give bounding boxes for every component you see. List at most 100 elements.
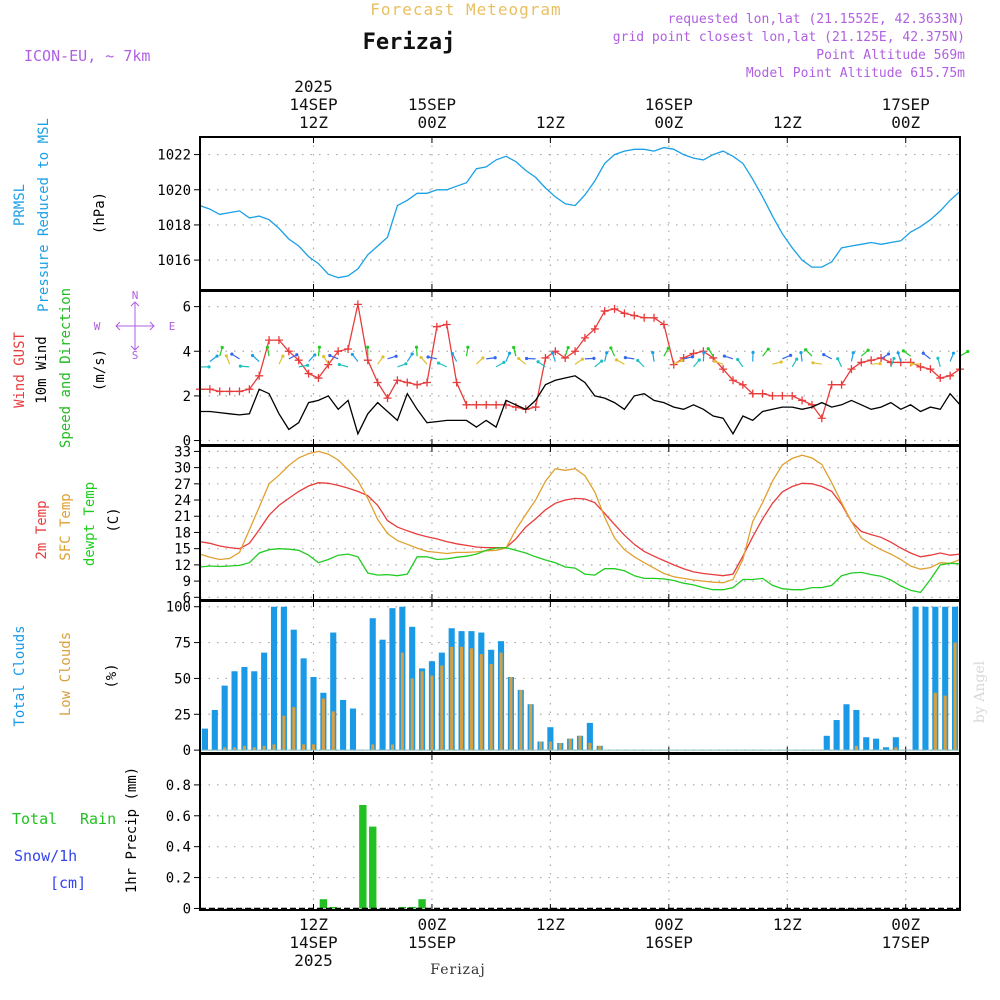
location-title: Ferizaj	[363, 30, 456, 55]
low-cloud-bar	[548, 741, 552, 751]
y-tick-label: 75	[174, 636, 191, 652]
low-cloud-bar	[953, 642, 957, 751]
precip-panel: 0 0.2 0.4 0.6 0.8	[166, 753, 961, 917]
y-tick-label: 1016	[157, 253, 191, 269]
sfc-temp-label: SFC Temp	[58, 493, 74, 560]
wind-arrow-head	[436, 361, 441, 365]
total-cloud-bar	[823, 735, 830, 751]
clouds-panel: 0 25 50 75 100	[166, 600, 961, 759]
y-tick-label: 1018	[157, 218, 191, 234]
wind-panel: 0 2 4 6	[183, 290, 970, 450]
prmsl-label: PRMSL	[12, 184, 28, 226]
panel-frame	[199, 753, 961, 911]
time-axis-label: 16SEP	[645, 95, 693, 114]
low-cloud-bar	[302, 744, 306, 751]
gust-marker	[640, 313, 649, 322]
wind-arrow-head	[697, 358, 701, 362]
gust-marker	[423, 378, 432, 387]
requested-coords: requested lon,lat (21.1552E, 42.3633N)	[668, 12, 965, 27]
low-cloud-bar	[233, 747, 237, 751]
wind-arrow-head	[804, 348, 808, 352]
gust-marker	[284, 347, 293, 356]
low-cloud-bar	[440, 665, 444, 751]
total-clouds-label: Total Clouds	[12, 625, 28, 726]
y-tick-label: 33	[174, 444, 191, 460]
gust-marker	[817, 414, 826, 423]
low-cloud-bar	[420, 671, 424, 751]
low-cloud-bar	[292, 707, 296, 751]
wind-arrow-head	[795, 357, 799, 361]
gust-label: Wind GUST	[12, 332, 28, 408]
gust-marker	[630, 311, 639, 320]
compass-e: E	[169, 320, 176, 333]
wind-arrow-head	[414, 345, 419, 349]
y-tick-label: 0	[183, 434, 191, 450]
grid-point-coords: grid point closest lon,lat (21.125E, 42.…	[613, 30, 965, 45]
rain-bar	[369, 826, 377, 909]
wind-arrow-head	[394, 354, 398, 358]
footer-location: Ferizaj	[430, 962, 485, 978]
wind-arrow-head	[736, 357, 740, 362]
rain-bar	[398, 906, 407, 909]
gust-marker	[235, 387, 244, 396]
gust-marker	[393, 376, 402, 385]
time-axis-label: 2025	[294, 77, 333, 96]
total-cloud-bar	[241, 666, 248, 751]
rain-bar	[329, 906, 337, 909]
y-tick-label: 0	[183, 901, 191, 917]
gust-marker	[571, 347, 580, 356]
c-unit-label: (C)	[106, 507, 122, 532]
gust-marker	[728, 376, 737, 385]
compass-n: N	[132, 289, 139, 302]
gust-marker	[531, 403, 540, 412]
y-tick-label: 30	[174, 461, 191, 477]
low-cloud-bar	[223, 747, 227, 751]
wind-arrow-head	[836, 357, 840, 361]
gust-marker	[403, 378, 412, 387]
total-cloud-bar	[270, 606, 278, 751]
wind-arrow-head	[751, 350, 755, 355]
wind-arrow-head	[623, 355, 627, 360]
gust-marker	[798, 396, 807, 405]
cm-unit-label: [cm]	[50, 874, 86, 892]
low-cloud-bar	[854, 745, 858, 751]
wind-arrow-head	[580, 357, 585, 361]
gust-marker	[620, 309, 629, 318]
wind-arrow-head	[512, 345, 516, 350]
temp2m-label: 2m Temp	[34, 500, 50, 559]
low-cloud-bar	[479, 654, 483, 751]
time-axis-label: 16SEP	[645, 933, 693, 952]
gust-marker	[492, 400, 501, 409]
gust-marker	[857, 358, 866, 367]
gust-marker	[373, 378, 382, 387]
total-cloud-bar	[873, 738, 880, 751]
time-axis-label: 12Z	[536, 915, 565, 934]
series-line-10m-wind	[200, 375, 961, 436]
wind-arrow-head	[295, 353, 299, 357]
wind-arrow-head	[811, 361, 815, 365]
gust-marker	[867, 356, 876, 365]
gust-marker	[946, 371, 955, 380]
low-cloud-bar	[598, 745, 602, 751]
compass-icon: N W E S	[94, 289, 176, 362]
wind-arrow-head	[690, 355, 695, 359]
wind-arrow-head	[666, 346, 670, 350]
gust-marker	[650, 313, 659, 322]
gust-marker	[600, 307, 609, 316]
wind-arrow-head	[966, 349, 970, 354]
wind-arrow-head	[936, 356, 940, 360]
total-cloud-bar	[547, 727, 554, 751]
gust-marker	[265, 336, 274, 345]
time-axis-label: 14SEP	[289, 933, 337, 952]
wind-arrow-head	[799, 350, 803, 355]
pressure-panel: 1016 1018 1020 1022	[157, 136, 961, 291]
y-tick-label: 18	[174, 525, 191, 541]
wind-arrow-head	[722, 354, 727, 358]
low-cloud-bar	[538, 741, 543, 751]
wind-arrow-head	[381, 355, 385, 359]
wind-arrow-head	[313, 353, 317, 357]
wind-arrow-head	[614, 358, 619, 362]
